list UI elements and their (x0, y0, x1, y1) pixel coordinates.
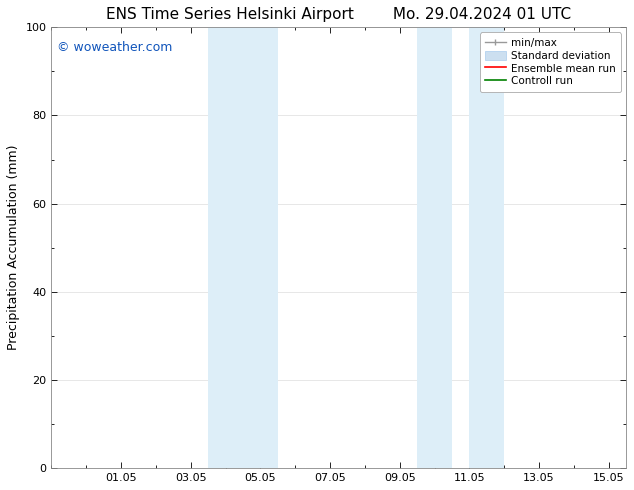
Text: © woweather.com: © woweather.com (57, 41, 172, 53)
Legend: min/max, Standard deviation, Ensemble mean run, Controll run: min/max, Standard deviation, Ensemble me… (480, 32, 621, 92)
Bar (243, 27, 278, 468)
Bar (417, 27, 452, 468)
Bar (469, 27, 504, 468)
Title: ENS Time Series Helsinki Airport        Mo. 29.04.2024 01 UTC: ENS Time Series Helsinki Airport Mo. 29.… (106, 7, 571, 22)
Y-axis label: Precipitation Accumulation (mm): Precipitation Accumulation (mm) (7, 145, 20, 350)
Bar (208, 27, 243, 468)
